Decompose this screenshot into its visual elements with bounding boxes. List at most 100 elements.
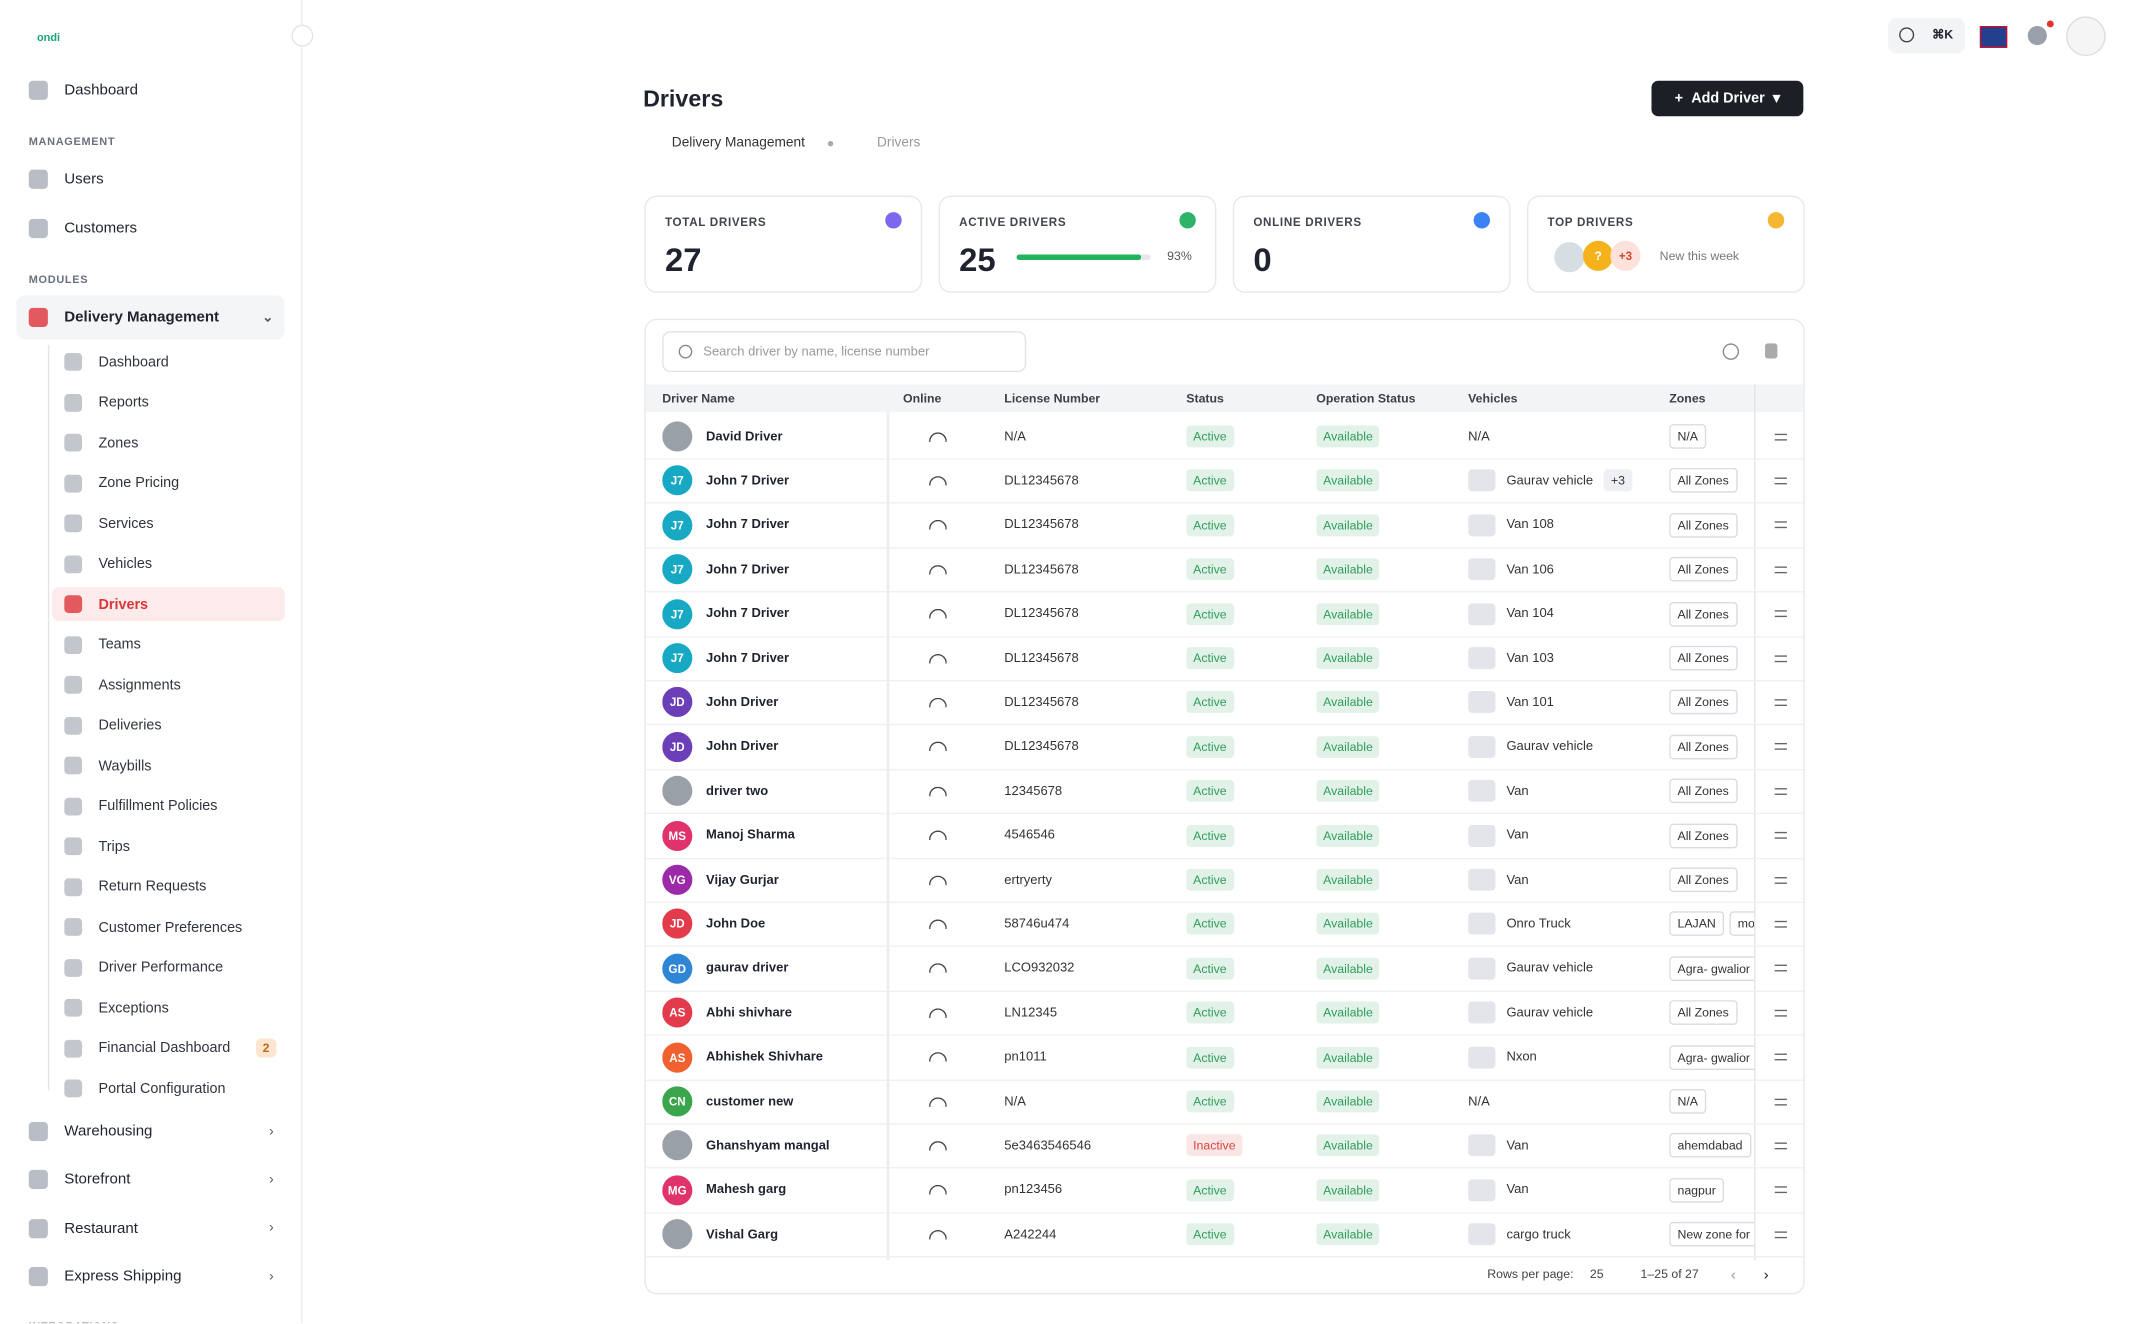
row-menu-icon[interactable] [1774,1009,1787,1017]
sub-nav-item[interactable]: Return Requests [52,870,285,904]
row-menu-icon[interactable] [1774,1098,1787,1105]
row-menu-icon[interactable] [1774,477,1787,485]
row-menu-icon[interactable] [1774,654,1787,662]
row-menu-icon[interactable] [1774,521,1787,529]
collapse-button[interactable] [291,24,314,47]
nav-item[interactable]: Restaurant › [16,1208,284,1249]
cell-action[interactable] [1774,991,1791,1035]
table-row[interactable]: AS Abhishek Shivhare pn1011 Active Available… [645,1035,1804,1081]
column-header[interactable]: Status [1186,391,1224,406]
row-menu-icon[interactable] [1774,433,1787,440]
nav-item[interactable]: Dashboard [16,70,284,111]
column-header[interactable]: Online [903,391,942,406]
table-row[interactable]: GD gaurav driver LCO932032 Active Available G… [645,947,1804,992]
row-menu-icon[interactable] [1774,965,1787,972]
language-flag[interactable] [1979,25,2008,48]
row-menu-icon[interactable] [1774,876,1787,884]
breadcrumb-item[interactable]: Delivery Management [671,135,805,151]
sub-nav-item[interactable]: Waybills [52,748,285,782]
settings-icon[interactable] [2027,25,2047,46]
table-row[interactable]: David Driver N/A Active Available N/A N/A [645,415,1804,460]
nav-item[interactable]: Delivery Management ⌄ [16,295,285,340]
table-row[interactable]: J7 John 7 Driver DL12345678 Active Available… [645,548,1804,593]
row-menu-icon[interactable] [1774,787,1787,795]
table-row[interactable]: VG Vijay Gurjar ertryerty Active Available Va… [645,858,1804,904]
row-menu-icon[interactable] [1774,1053,1787,1061]
add-driver-button[interactable]: + Add Driver ▾ [1651,80,1804,117]
cell-action[interactable] [1774,548,1791,592]
sub-nav-item[interactable]: Portal Configuration [52,1071,285,1105]
sub-nav-item[interactable]: Exceptions [52,991,285,1025]
table-row[interactable]: J7 John 7 Driver DL12345678 Active Available… [645,503,1804,549]
sub-nav-item[interactable]: Zones [52,426,285,460]
table-row[interactable]: JD John Driver DL12345678 Active Available Ga… [645,725,1804,771]
cell-action[interactable] [1774,1080,1791,1124]
table-row[interactable]: AS Abhi shivhare LN12345 Active Available Gau… [645,991,1804,1037]
nav-item[interactable]: Storefront › [16,1159,284,1200]
sub-nav-item[interactable]: Services [52,506,285,540]
table-row[interactable]: JD John Driver DL12345678 Active Available Va… [645,681,1804,726]
row-menu-icon[interactable] [1774,566,1787,573]
row-menu-icon[interactable] [1774,1230,1787,1238]
rows-per-page-select[interactable]: 25 [1589,1266,1604,1281]
sub-nav-item[interactable]: Deliveries [52,708,285,742]
cell-action[interactable] [1774,459,1791,503]
search-box[interactable]: Search driver by name, license number [662,331,1027,373]
column-header[interactable]: Vehicles [1468,391,1518,406]
sub-nav-item[interactable]: Financial Dashboard 2 [52,1031,285,1065]
table-row[interactable]: JD John Doe 58746u474 Active Available Onro T… [645,902,1804,948]
cell-action[interactable] [1774,769,1791,813]
nav-item[interactable]: Customers [16,208,284,249]
nav-item[interactable]: Warehousing › [16,1111,284,1152]
cell-action[interactable] [1774,592,1791,636]
sub-nav-item[interactable]: Driver Performance [52,950,285,984]
cell-action[interactable] [1774,814,1791,858]
user-avatar[interactable] [2066,16,2106,57]
column-header[interactable]: Zones [1669,391,1706,406]
row-menu-icon[interactable] [1774,1186,1787,1194]
prev-page[interactable]: ‹ [1730,1266,1736,1284]
sub-nav-item[interactable]: Vehicles [52,547,285,581]
table-row[interactable]: MS Manoj Sharma 4546546 Active Available Van A… [645,814,1804,859]
refresh-button[interactable] [1722,343,1740,360]
row-menu-icon[interactable] [1774,832,1787,839]
row-menu-icon[interactable] [1774,699,1787,706]
cell-action[interactable] [1774,1168,1791,1212]
table-row[interactable]: J7 John 7 Driver DL12345678 Active Available… [645,459,1804,505]
cell-action[interactable] [1774,503,1791,547]
cell-action[interactable] [1774,1124,1791,1168]
next-page[interactable]: › [1763,1266,1769,1284]
sub-nav-item[interactable]: Assignments [52,668,285,702]
search-icon[interactable] [1899,27,1915,43]
sub-nav-item[interactable]: Fulfillment Policies [52,789,285,823]
column-header[interactable]: License Number [1004,391,1101,406]
sub-nav-item[interactable]: Drivers [51,586,285,622]
column-header[interactable]: Operation Status [1316,391,1416,406]
columns-button[interactable] [1765,343,1778,359]
table-row[interactable]: Ghanshyam mangal 5e3463546546 Inactive Avai… [645,1124,1804,1170]
table-row[interactable]: Vishal Garg A242244 Active Available cargo t… [645,1213,1804,1258]
row-menu-icon[interactable] [1774,1142,1787,1150]
cell-action[interactable] [1774,902,1791,946]
sub-nav-item[interactable]: Zone Pricing [52,466,285,500]
cell-action[interactable] [1774,858,1791,902]
cell-action[interactable] [1774,636,1791,680]
table-row[interactable]: CN customer new N/A Active Available N/A N/A [645,1080,1804,1125]
table-row[interactable]: J7 John 7 Driver DL12345678 Active Available… [645,636,1804,682]
table-row[interactable]: MG Mahesh garg pn123456 Active Available Van n… [645,1168,1804,1214]
row-menu-icon[interactable] [1774,920,1787,928]
logo[interactable]: ondi [36,31,61,44]
cell-action[interactable] [1774,947,1791,991]
column-header[interactable]: Driver Name [662,391,735,406]
sub-nav-item[interactable]: Reports [52,385,285,419]
nav-item[interactable]: Users [16,159,284,200]
sub-nav-item[interactable]: Teams [52,627,285,661]
nav-item[interactable]: Express Shipping › [16,1256,284,1297]
table-row[interactable]: J7 John 7 Driver DL12345678 Active Available… [645,592,1804,638]
cell-action[interactable] [1774,1035,1791,1079]
row-menu-icon[interactable] [1774,610,1787,618]
cell-action[interactable] [1774,681,1791,725]
sub-nav-item[interactable]: Trips [52,829,285,863]
cell-action[interactable] [1774,1213,1791,1257]
table-row[interactable]: driver two 12345678 Active Available Van All … [645,769,1804,815]
